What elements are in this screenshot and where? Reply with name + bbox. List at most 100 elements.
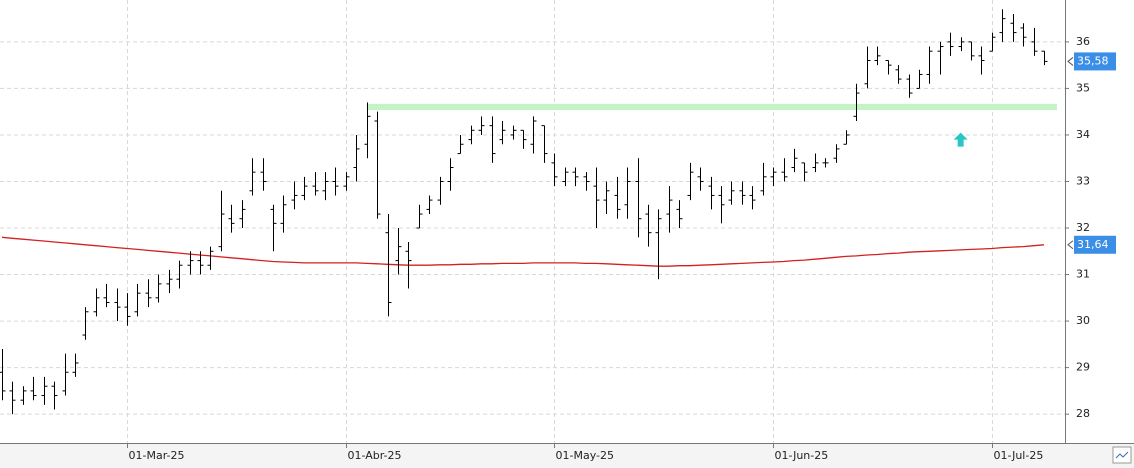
ohlc-bar xyxy=(999,9,1006,42)
ohlc-bar xyxy=(749,186,756,210)
ohlc-bar xyxy=(874,46,881,66)
ohlc-bar xyxy=(457,134,464,155)
ohlc-bar xyxy=(593,167,600,229)
ohlc-bar xyxy=(833,144,840,163)
x-tick-label: 01-Jun-25 xyxy=(775,449,829,462)
ohlc-bar xyxy=(9,381,16,415)
marker-box xyxy=(1074,52,1116,71)
ohlc-bar xyxy=(1010,13,1017,42)
ohlc-bar xyxy=(385,214,392,317)
ohlc-bar xyxy=(343,172,350,191)
x-tick-label: 01-May-25 xyxy=(556,449,614,462)
y-tick-label: 33 xyxy=(1076,174,1090,187)
ohlc-bar xyxy=(655,209,662,280)
ohlc-bar xyxy=(843,130,850,145)
ohlc-bar xyxy=(635,158,642,238)
ohlc-bar xyxy=(530,116,537,154)
x-tick-label: 01-Jul-25 xyxy=(994,449,1044,462)
ohlc-bar xyxy=(207,246,214,270)
ohlc-bar xyxy=(218,190,225,252)
ohlc-bar xyxy=(249,158,256,196)
ohlc-bar xyxy=(1041,50,1048,66)
ohlc-bar xyxy=(583,172,590,191)
ohlc-bar xyxy=(770,167,777,187)
ohlc-bar xyxy=(82,307,89,340)
ohlc-bar xyxy=(926,46,933,84)
ohlc-bar xyxy=(103,283,110,308)
ohlc-bar xyxy=(374,111,381,219)
scale-icon xyxy=(1115,451,1129,459)
ohlc-bar xyxy=(239,200,246,229)
ohlc-bar xyxy=(645,204,652,247)
marker-label: 35,58 xyxy=(1077,54,1109,67)
ohlc-bar xyxy=(822,158,829,168)
ohlc-bar xyxy=(280,195,287,233)
ohlc-bar xyxy=(301,176,308,201)
ohlc-bar xyxy=(353,134,360,182)
ohlc-bar xyxy=(437,176,444,205)
y-tick-label: 32 xyxy=(1076,221,1090,234)
ohlc-bar xyxy=(739,181,746,205)
y-tick-label: 30 xyxy=(1076,314,1090,327)
grid xyxy=(0,0,1065,443)
x-tick-label: 01-Abr-25 xyxy=(348,449,402,462)
ohlc-bar xyxy=(405,241,412,289)
x-tick-label: 01-Mar-25 xyxy=(129,449,185,462)
y-tick-label: 28 xyxy=(1076,407,1090,420)
ohlc-bar xyxy=(0,349,6,401)
ohlc-bar xyxy=(468,125,475,145)
marker-pointer xyxy=(1067,57,1074,66)
ohlc-bar xyxy=(666,186,673,233)
ohlc-bar xyxy=(541,125,548,163)
ohlc-bar xyxy=(93,288,100,317)
ohlc-bar xyxy=(697,167,704,191)
ohlc-bar xyxy=(322,172,329,201)
y-tick-label: 36 xyxy=(1076,35,1090,48)
ohlc-bar xyxy=(812,153,819,173)
ohlc-bar xyxy=(562,167,569,187)
ohlc-bar xyxy=(364,102,371,159)
ohlc-bar xyxy=(603,181,610,215)
ohlc-bar xyxy=(968,41,975,61)
ohlc-bar xyxy=(228,204,235,233)
ohlc-bar xyxy=(51,381,58,410)
ohlc-bar xyxy=(187,251,194,275)
ohlc-bar xyxy=(260,158,267,191)
ohlc-bar xyxy=(114,288,121,322)
ohlc-bar xyxy=(395,228,402,275)
ohlc-bar xyxy=(708,176,715,210)
ohlc-bar xyxy=(676,200,683,229)
ohlc-bar xyxy=(270,204,277,252)
ohlc-bar xyxy=(134,283,141,317)
ohlc-bar xyxy=(728,181,735,205)
ohlc-bar xyxy=(145,279,152,308)
marker-pointer xyxy=(1067,240,1074,250)
ohlc-bar xyxy=(489,116,496,163)
ohlc-bar xyxy=(937,41,944,75)
ohlc-bar xyxy=(551,153,558,187)
scale-button[interactable] xyxy=(1112,446,1132,464)
ohlc-bar xyxy=(499,120,506,145)
ohlc-bar xyxy=(478,116,485,135)
y-tick-label: 31 xyxy=(1076,268,1090,281)
ohlc-bar xyxy=(989,32,996,52)
ohlc-bar xyxy=(291,181,298,210)
ohlc-bar xyxy=(895,65,902,84)
ohlc-bar xyxy=(885,59,892,75)
ohlc-bar xyxy=(176,260,183,289)
ohlc-bar xyxy=(166,269,173,294)
ohlc-bar xyxy=(510,125,517,140)
ohlc-bar xyxy=(947,32,954,56)
ohlc-bar xyxy=(624,167,631,219)
ohlc-bar xyxy=(958,37,965,52)
y-tick-label: 34 xyxy=(1076,128,1090,141)
ohlc-bar xyxy=(124,293,131,326)
ohlc-bar xyxy=(1020,23,1027,47)
ohlc-bar xyxy=(155,274,162,303)
ohlc-bar xyxy=(718,186,725,224)
ohlc-bar xyxy=(687,162,694,201)
ohlc-bar xyxy=(30,376,37,401)
moving-average xyxy=(1,236,1045,267)
